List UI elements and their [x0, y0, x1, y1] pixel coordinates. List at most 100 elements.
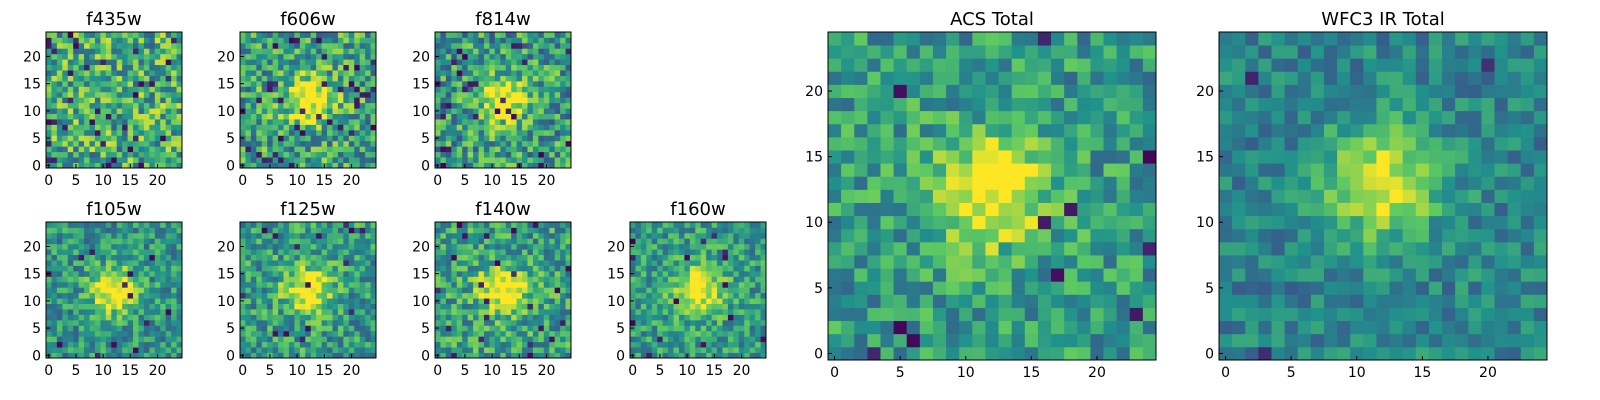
heatmap-cell [51, 276, 58, 283]
heatmap-cell [1051, 202, 1065, 217]
heatmap-cell [760, 341, 767, 348]
heatmap-cell [359, 227, 366, 234]
heatmap-cell [516, 91, 523, 98]
heatmap-cell [516, 336, 523, 343]
heatmap-cell [332, 42, 339, 49]
heatmap-cell [51, 124, 58, 131]
heatmap-cell [651, 287, 658, 294]
heatmap-cell [565, 352, 572, 359]
heatmap-cell [919, 294, 934, 308]
heatmap-cell [89, 281, 96, 288]
heatmap-cell [462, 86, 469, 93]
heatmap-cell [456, 314, 463, 321]
heatmap-cell [321, 146, 328, 153]
heatmap-cell [543, 238, 550, 245]
heatmap-cell [348, 42, 355, 49]
heatmap-cell [305, 86, 312, 93]
heatmap-cell [565, 325, 572, 332]
heatmap-cell [240, 75, 246, 82]
heatmap-cell [240, 260, 246, 266]
heatmap-cell [522, 37, 528, 44]
heatmap-cell [919, 228, 934, 243]
heatmap-cell [1077, 333, 1091, 348]
heatmap-cell [1129, 215, 1144, 230]
heatmap-cell [538, 113, 545, 120]
heatmap-cell [278, 309, 284, 315]
heatmap-cell [160, 265, 167, 272]
heatmap-cell [522, 32, 528, 38]
heatmap-cell [440, 276, 447, 283]
heatmap-cell [684, 222, 691, 228]
heatmap-cell [94, 108, 101, 114]
heatmap-cell [89, 314, 96, 321]
heatmap-cell [689, 243, 696, 250]
heatmap-cell [288, 75, 295, 82]
heatmap-cell [1103, 189, 1118, 203]
heatmap-cell [327, 330, 333, 337]
heatmap-cell [256, 42, 263, 49]
heatmap-cell [543, 91, 550, 98]
heatmap-cell [348, 325, 355, 332]
heatmap-cell [440, 37, 447, 44]
heatmap-cell [1064, 189, 1078, 203]
heatmap-cell [84, 260, 90, 266]
heatmap-cell [478, 59, 485, 66]
heatmap-cell [445, 64, 452, 71]
heatmap-cell [343, 347, 350, 353]
heatmap-cell [343, 162, 350, 169]
heatmap-cell [946, 189, 960, 203]
heatmap-cell [365, 119, 371, 125]
heatmap-cell [893, 123, 908, 138]
heatmap-cell [310, 227, 317, 234]
heatmap-cell [668, 276, 674, 283]
heatmap-cell [283, 129, 290, 136]
heatmap-cell [919, 268, 934, 282]
heatmap-cell [489, 276, 496, 283]
heatmap-cell [84, 42, 90, 49]
heatmap-cell [451, 227, 458, 234]
heatmap-cell [321, 59, 328, 66]
heatmap-cell [127, 319, 134, 326]
heatmap-cell [522, 162, 528, 169]
heatmap-cell [122, 70, 128, 76]
heatmap-cell [267, 151, 274, 158]
heatmap-cell [435, 249, 441, 256]
heatmap-cell [733, 287, 740, 294]
heatmap-cell [456, 232, 463, 239]
heatmap-cell [261, 53, 268, 60]
heatmap-cell [288, 119, 295, 125]
heatmap-cell [522, 108, 528, 114]
heatmap-cell [511, 37, 517, 44]
heatmap-cell [84, 287, 90, 294]
heatmap-cell [310, 70, 317, 76]
heatmap-cell [1090, 136, 1104, 151]
heatmap-cell [94, 42, 101, 49]
heatmap-cell [348, 254, 355, 261]
heatmap-cell [305, 330, 312, 337]
heatmap-cell [143, 64, 150, 71]
heatmap-cell [84, 249, 90, 256]
heatmap-cell [462, 129, 469, 136]
heatmap-cell [1142, 228, 1157, 243]
heatmap-cell [250, 238, 257, 245]
heatmap-cell [473, 314, 479, 321]
heatmap-cell [111, 97, 118, 104]
heatmap-cell [111, 238, 118, 245]
heatmap-cell [456, 32, 463, 38]
heatmap-cell [122, 42, 128, 49]
heatmap-cell [127, 287, 134, 294]
heatmap-cell [359, 319, 366, 326]
heatmap-cell [527, 64, 534, 71]
heatmap-cell [111, 265, 118, 272]
heatmap-cell [700, 352, 707, 359]
heatmap-cell [299, 157, 306, 163]
heatmap-cell [84, 70, 90, 76]
heatmap-cell [73, 238, 80, 245]
heatmap-cell [321, 129, 328, 136]
heatmap-cell [554, 325, 561, 332]
heatmap-cell [261, 254, 268, 261]
heatmap-cell [560, 232, 566, 239]
heatmap-cell [733, 330, 740, 337]
heatmap-cell [240, 265, 246, 272]
heatmap-cell [138, 265, 145, 272]
